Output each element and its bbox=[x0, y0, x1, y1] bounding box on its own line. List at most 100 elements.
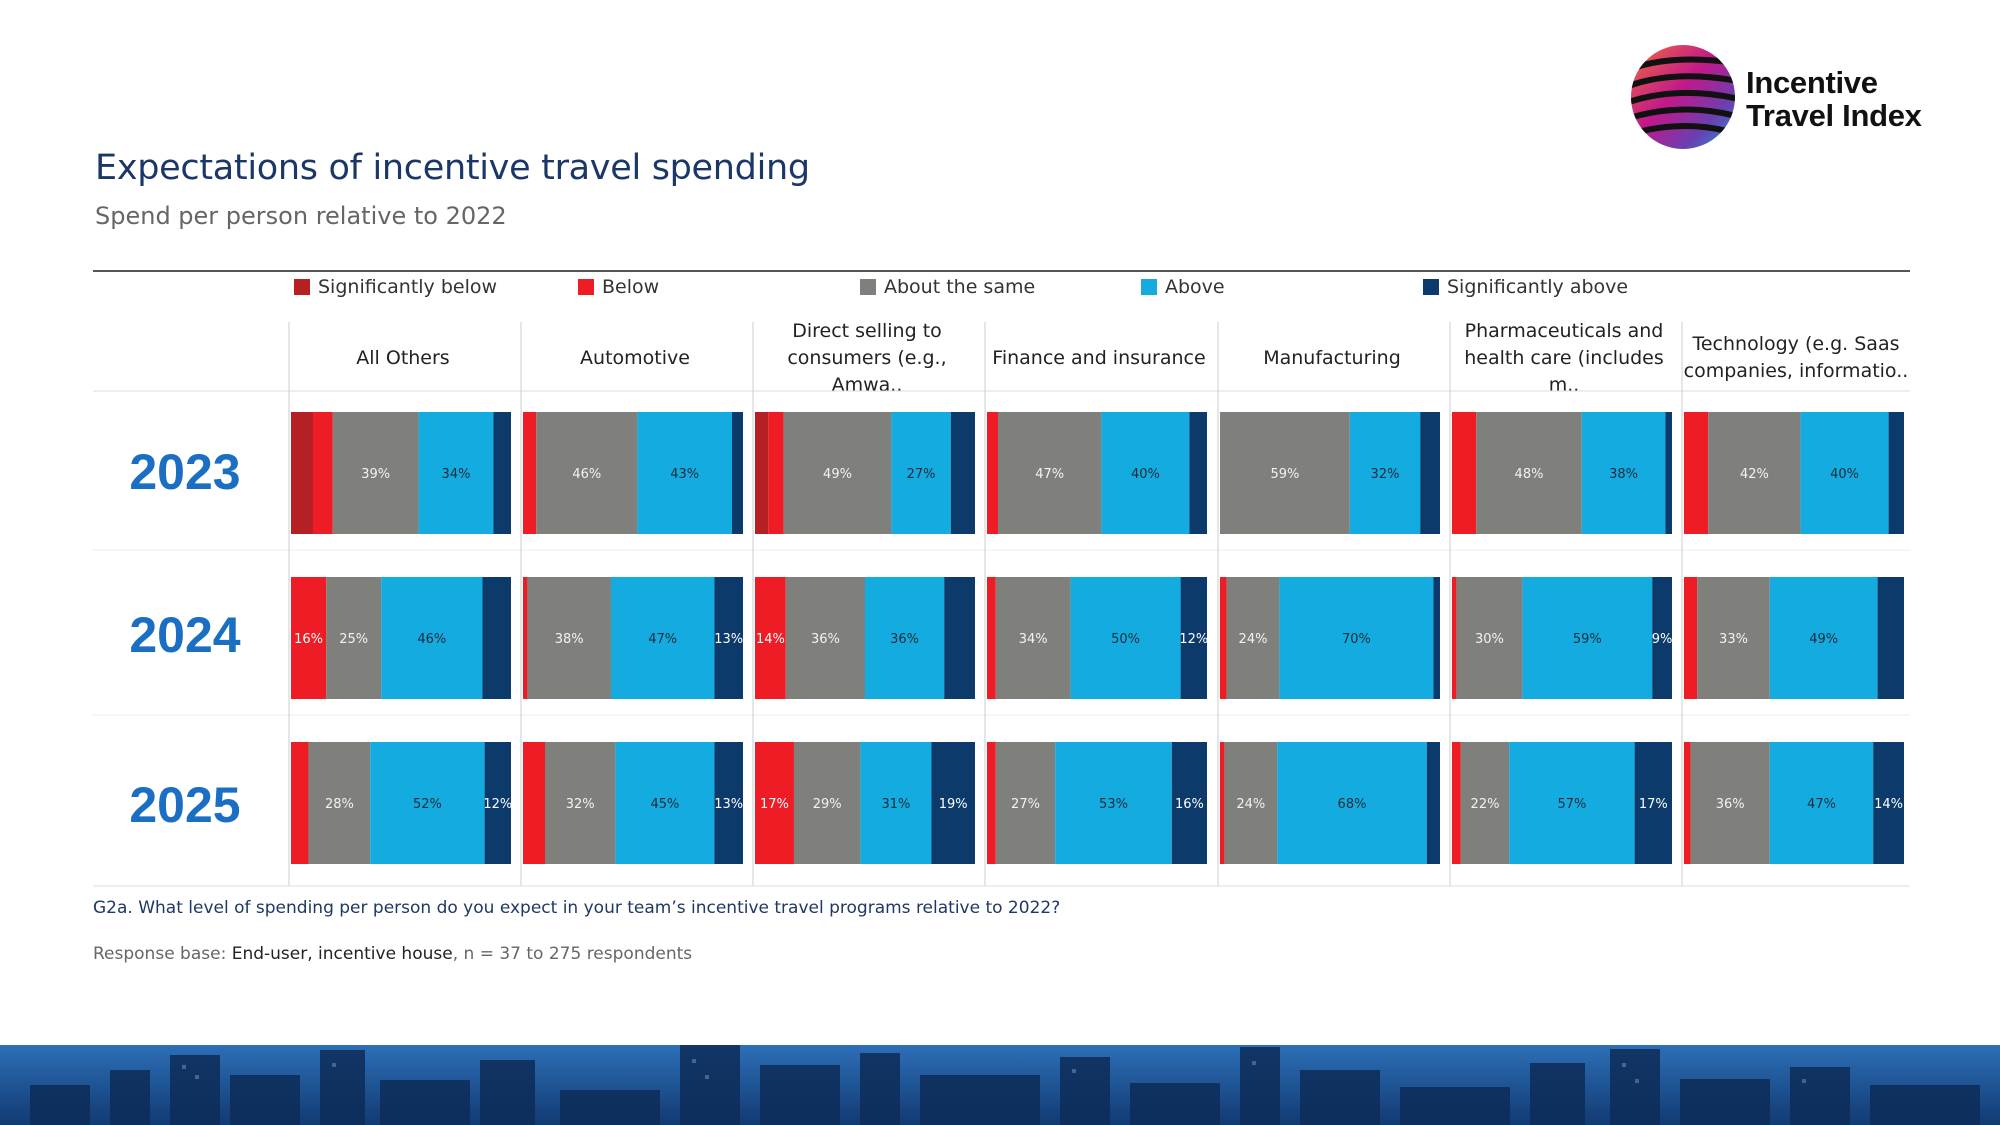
bar-data-label: 38% bbox=[555, 632, 584, 647]
bar-segment bbox=[291, 742, 309, 864]
bar-segment bbox=[755, 742, 794, 864]
column-header-manufacturing: Manufacturing bbox=[1263, 346, 1401, 369]
bar-data-label: 27% bbox=[1011, 797, 1040, 812]
logo-line-2: Travel Index bbox=[1746, 98, 1922, 133]
chart-title: Expectations of incentive travel spendin… bbox=[95, 148, 810, 188]
bar-segment bbox=[370, 742, 485, 864]
bar-data-label: 32% bbox=[1371, 467, 1400, 482]
bar-segment bbox=[1476, 412, 1582, 534]
bar-segment bbox=[615, 742, 715, 864]
bar-data-label: 13% bbox=[714, 632, 743, 647]
legend-item-about-the-same: About the same bbox=[860, 276, 1035, 298]
bar-segment bbox=[332, 412, 419, 534]
bar-segment bbox=[1888, 412, 1904, 534]
legend-label: Above bbox=[1165, 276, 1225, 298]
bar-data-label: 16% bbox=[1175, 797, 1204, 812]
logo-text: Incentive Travel Index bbox=[1746, 66, 1922, 132]
bar-segment bbox=[523, 742, 545, 864]
bar-data-label: 52% bbox=[413, 797, 442, 812]
logo-line-1: Incentive bbox=[1746, 65, 1878, 100]
bar-data-label: 14% bbox=[756, 632, 785, 647]
bar-segment bbox=[313, 412, 333, 534]
bar-segment bbox=[1101, 412, 1190, 534]
bar-segment bbox=[891, 412, 951, 534]
bar-data-label: 47% bbox=[1807, 797, 1836, 812]
bar-data-label: 13% bbox=[714, 797, 743, 812]
row-label-2023: 2023 bbox=[129, 444, 241, 500]
bar-data-label: 34% bbox=[442, 467, 471, 482]
bar-segment bbox=[1697, 577, 1770, 699]
legend-swatch bbox=[578, 279, 594, 295]
legend-label: About the same bbox=[884, 276, 1036, 298]
bar-data-label: 47% bbox=[648, 632, 677, 647]
bar-segment bbox=[1684, 577, 1698, 699]
bar-segment bbox=[1690, 742, 1770, 864]
bar-segment bbox=[1055, 742, 1172, 864]
bar-segment bbox=[381, 577, 483, 699]
bar-segment bbox=[931, 742, 975, 864]
bar-segment bbox=[1800, 412, 1889, 534]
bar-segment bbox=[418, 412, 494, 534]
bar-segment bbox=[536, 412, 638, 534]
bar-segment bbox=[527, 577, 611, 699]
legend-label: Significantly above bbox=[1447, 276, 1629, 298]
bar-segment bbox=[493, 412, 511, 534]
bar-segment bbox=[1581, 412, 1666, 534]
bar-segment bbox=[1226, 577, 1280, 699]
bar-segment bbox=[1873, 742, 1904, 864]
legend-swatch bbox=[1141, 279, 1157, 295]
bar-segment bbox=[1509, 742, 1635, 864]
bar-data-label: 57% bbox=[1557, 797, 1586, 812]
globe-logo-icon bbox=[1631, 45, 1735, 149]
bar-segment bbox=[768, 412, 784, 534]
bar-segment bbox=[1684, 742, 1691, 864]
bar-data-label: 40% bbox=[1131, 467, 1160, 482]
bar-data-label: 43% bbox=[670, 467, 699, 482]
bar-segment bbox=[995, 742, 1056, 864]
bar-segment bbox=[1652, 577, 1672, 699]
bar-segment bbox=[1665, 412, 1672, 534]
legend-item-below: Below bbox=[578, 276, 659, 298]
bar-segment bbox=[732, 412, 743, 534]
bar-segment bbox=[1684, 412, 1709, 534]
bar-data-label: 49% bbox=[1809, 632, 1838, 647]
bar-data-label: 48% bbox=[1515, 467, 1544, 482]
bar-data-label: 32% bbox=[566, 797, 595, 812]
bar-data-label: 50% bbox=[1111, 632, 1140, 647]
bar-segment bbox=[484, 742, 511, 864]
bar-segment bbox=[1277, 742, 1427, 864]
bar-segment bbox=[944, 577, 975, 699]
row-label-2025: 2025 bbox=[129, 777, 241, 833]
bar-segment bbox=[785, 577, 865, 699]
bar-segment bbox=[1180, 577, 1207, 699]
bar-data-label: 36% bbox=[1716, 797, 1745, 812]
bar-segment bbox=[1189, 412, 1207, 534]
bar-segment bbox=[1171, 742, 1207, 864]
bar-data-label: 14% bbox=[1874, 797, 1903, 812]
response-base: Response base: End-user, incentive house… bbox=[93, 944, 692, 964]
bar-segment bbox=[308, 742, 371, 864]
bar-segment bbox=[1769, 742, 1874, 864]
bar-segment bbox=[482, 577, 511, 699]
bar-segment bbox=[783, 412, 892, 534]
bar-data-label: 59% bbox=[1573, 632, 1602, 647]
bar-segment bbox=[1224, 742, 1278, 864]
bar-segment bbox=[523, 577, 528, 699]
bar-segment bbox=[523, 412, 537, 534]
bar-segment bbox=[611, 577, 715, 699]
city-skyline-banner bbox=[0, 1045, 2000, 1125]
bar-segment bbox=[1433, 577, 1440, 699]
bar-segment bbox=[1220, 742, 1225, 864]
bar-segment bbox=[1452, 742, 1461, 864]
bar-segment bbox=[1456, 577, 1523, 699]
bar-data-label: 16% bbox=[294, 632, 323, 647]
legend-item-significantly-below: Significantly below bbox=[294, 276, 497, 298]
bar-segment bbox=[1426, 742, 1440, 864]
bar-segment bbox=[637, 412, 732, 534]
column-header-technology: Technology (e.g. Saas companies, informa… bbox=[1683, 333, 1909, 382]
bar-data-label: 42% bbox=[1740, 467, 1769, 482]
legend-swatch bbox=[1423, 279, 1439, 295]
bar-data-label: 40% bbox=[1830, 467, 1859, 482]
bar-data-label: 30% bbox=[1475, 632, 1504, 647]
bar-data-label: 45% bbox=[650, 797, 679, 812]
